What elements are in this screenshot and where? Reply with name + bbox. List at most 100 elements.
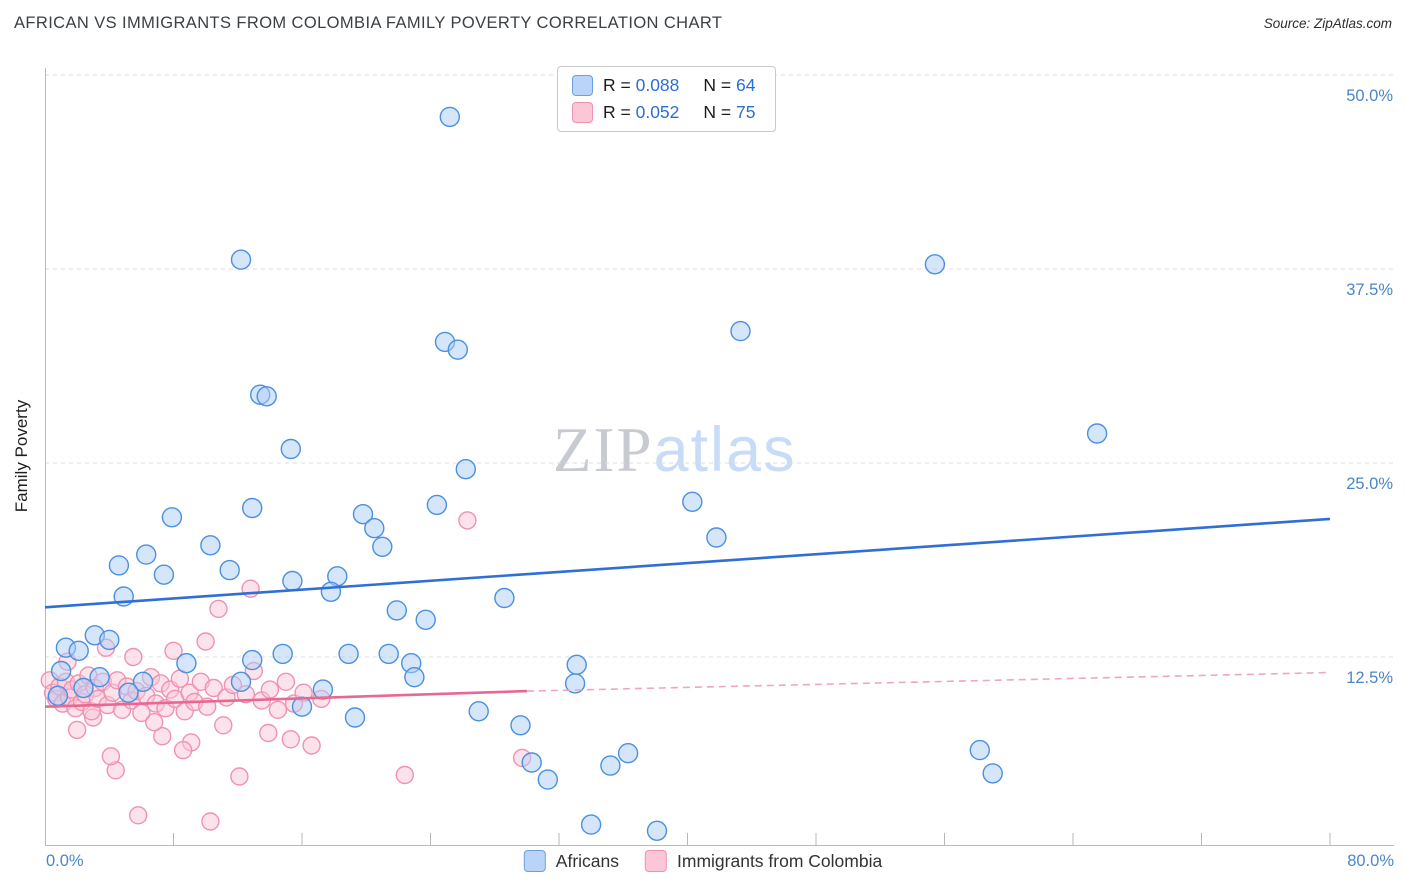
scatter-point-africans bbox=[378, 643, 399, 665]
r-label-text: R = bbox=[603, 75, 636, 95]
colombia-legend-swatch bbox=[645, 850, 668, 872]
scatter-point-colombia bbox=[196, 632, 215, 651]
scatter-point-africans bbox=[132, 671, 154, 692]
scatter-point-colombia bbox=[201, 812, 220, 831]
scatter-point-africans bbox=[682, 491, 703, 512]
scatter-point-colombia bbox=[164, 641, 183, 660]
chart-title: AFRICAN VS IMMIGRANTS FROM COLOMBIA FAMI… bbox=[14, 14, 723, 32]
scatter-point-colombia bbox=[209, 599, 228, 619]
y-tick-37-5: 37.5% bbox=[1346, 281, 1393, 299]
legend-item-africans: Africans bbox=[523, 850, 620, 872]
scatter-point-colombia bbox=[395, 765, 414, 785]
scatter-point-africans bbox=[730, 320, 751, 342]
colombia-swatch bbox=[572, 102, 593, 123]
scatter-point-africans bbox=[924, 254, 946, 275]
scatter-point-colombia bbox=[260, 680, 280, 699]
scatter-point-africans bbox=[68, 640, 89, 661]
r-label-2: R = 0.052 bbox=[603, 102, 679, 123]
scatter-point-africans bbox=[230, 249, 252, 270]
scatter-point-africans bbox=[706, 527, 727, 548]
scatter-point-africans bbox=[118, 682, 139, 703]
scatter-point-africans bbox=[99, 629, 120, 651]
scatter-point-africans bbox=[564, 673, 586, 694]
source-attribution: Source: ZipAtlas.com bbox=[1263, 16, 1392, 31]
r-value-africans: 0.088 bbox=[635, 75, 680, 95]
scatter-point-africans bbox=[153, 564, 175, 585]
scatter-point-africans bbox=[447, 339, 468, 360]
scatter-point-africans bbox=[646, 820, 668, 841]
scatter-point-africans bbox=[176, 653, 197, 674]
scatter-point-africans bbox=[372, 536, 393, 557]
africans-legend-swatch bbox=[523, 850, 546, 872]
scatter-point-africans bbox=[386, 600, 407, 621]
scatter-point-colombia bbox=[230, 767, 249, 786]
scatter-point-africans bbox=[439, 106, 460, 128]
scatter-point-colombia bbox=[144, 713, 164, 732]
scatter-point-africans bbox=[617, 743, 639, 764]
africans-swatch bbox=[572, 75, 593, 96]
scatter-point-africans bbox=[135, 544, 157, 565]
scatter-point-africans bbox=[600, 755, 621, 776]
scatter-point-colombia bbox=[458, 511, 477, 530]
r-label-text-2: R = bbox=[603, 102, 636, 122]
scatter-point-africans bbox=[344, 707, 366, 728]
legend-item-colombia: Immigrants from Colombia bbox=[645, 850, 882, 872]
scatter-point-africans bbox=[161, 507, 183, 528]
scatter-point-africans bbox=[312, 679, 334, 700]
scatter-point-africans bbox=[272, 643, 293, 665]
y-axis-label: Family Poverty bbox=[12, 399, 31, 513]
scatter-point-colombia bbox=[276, 672, 296, 691]
scatter-point-africans bbox=[415, 609, 436, 630]
n-label-2: N = 75 bbox=[703, 102, 755, 123]
scatter-point-africans bbox=[426, 494, 448, 516]
n-label: N = 64 bbox=[703, 75, 755, 96]
trend-line-dashed bbox=[526, 671, 1331, 692]
scatter-point-africans bbox=[108, 555, 130, 576]
n-value-colombia: 75 bbox=[735, 102, 756, 122]
africans-legend-label: Africans bbox=[555, 850, 620, 871]
scatter-point-colombia bbox=[153, 727, 172, 746]
y-tick-12-5: 12.5% bbox=[1346, 669, 1393, 687]
scatter-point-africans bbox=[510, 715, 531, 736]
scatter-point-colombia bbox=[281, 730, 300, 749]
n-value-africans: 64 bbox=[735, 75, 756, 95]
scatter-point-africans bbox=[969, 739, 990, 761]
scatter-point-africans bbox=[468, 701, 489, 722]
series-legend: Africans Immigrants from Colombia bbox=[523, 850, 882, 872]
legend-row-africans: R = 0.088 N = 64 bbox=[572, 75, 755, 96]
colombia-legend-label: Immigrants from Colombia bbox=[677, 850, 883, 871]
scatter-point-africans bbox=[352, 504, 374, 525]
scatter-point-africans bbox=[241, 497, 263, 519]
scatter-point-colombia bbox=[268, 700, 288, 719]
scatter-point-colombia bbox=[128, 806, 148, 825]
scatter-point-africans bbox=[580, 814, 602, 835]
watermark-zip: ZIP bbox=[553, 415, 654, 485]
scatter-point-africans bbox=[282, 570, 303, 592]
scatter-point-africans bbox=[89, 667, 110, 688]
trend-line-solid bbox=[44, 517, 1331, 609]
scatter-point-colombia bbox=[214, 716, 233, 735]
scatter-point-colombia bbox=[302, 736, 321, 755]
zipatlas-watermark: ZIPatlas bbox=[553, 414, 797, 487]
y-tick-50: 50.0% bbox=[1346, 87, 1393, 105]
scatter-point-africans bbox=[291, 696, 313, 717]
scatter-point-africans bbox=[280, 438, 301, 460]
scatter-point-africans bbox=[521, 752, 542, 773]
scatter-point-africans bbox=[455, 459, 476, 480]
scatter-point-africans bbox=[230, 671, 252, 692]
scatter-point-africans bbox=[219, 559, 240, 581]
trend-line-solid bbox=[44, 689, 527, 708]
scatter-point-africans bbox=[364, 518, 385, 539]
scatter-point-africans bbox=[200, 535, 221, 556]
scatter-point-colombia bbox=[173, 740, 193, 760]
n-label-text: N = bbox=[703, 75, 736, 95]
scatter-point-africans bbox=[47, 685, 69, 706]
scatter-point-africans bbox=[982, 763, 1003, 784]
scatter-point-colombia bbox=[124, 647, 143, 667]
scatter-point-colombia bbox=[204, 678, 223, 698]
n-label-text-2: N = bbox=[703, 102, 736, 122]
scatter-point-africans bbox=[338, 643, 359, 665]
scatter-point-colombia bbox=[259, 723, 278, 743]
scatter-point-africans bbox=[73, 677, 94, 699]
